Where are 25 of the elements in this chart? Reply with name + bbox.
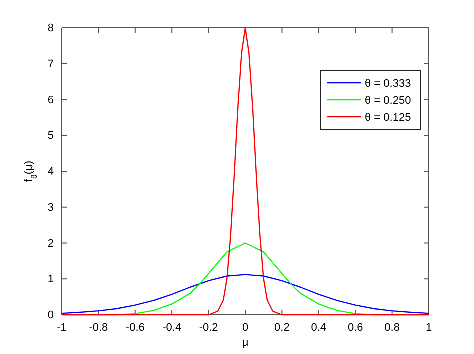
- y-tick-label: 4: [48, 166, 54, 178]
- x-tick-label: -0.4: [162, 322, 182, 334]
- legend-label: θ = 0.250: [365, 95, 412, 107]
- x-tick-label: -0.2: [199, 322, 218, 334]
- legend-label: θ = 0.125: [365, 112, 412, 124]
- y-tick-label: 7: [48, 58, 54, 70]
- x-tick-label: -1: [57, 322, 67, 334]
- x-tick-label: -0.8: [89, 322, 108, 334]
- y-tick-label: 5: [48, 130, 54, 142]
- line-series: [61, 27, 430, 316]
- y-tick-label: 8: [48, 22, 54, 35]
- y-tick-label: 6: [48, 94, 54, 106]
- x-tick-label: 0: [242, 322, 249, 334]
- y-tick-label: 1: [48, 274, 54, 286]
- x-tick-label: 0.8: [384, 322, 400, 334]
- y-tick-label: 0: [48, 310, 54, 322]
- x-axis-title: μ: [242, 337, 249, 349]
- x-tick-label: 1: [426, 322, 432, 334]
- y-tick-label: 2: [48, 238, 54, 250]
- legend-label: θ = 0.333: [365, 78, 412, 90]
- y-tick-label: 3: [48, 202, 54, 214]
- x-tick-label: 0.2: [274, 322, 290, 334]
- x-tick-label: 0.6: [348, 322, 364, 334]
- x-tick-label: 0.4: [311, 322, 327, 334]
- x-tick-label: -0.6: [126, 322, 145, 334]
